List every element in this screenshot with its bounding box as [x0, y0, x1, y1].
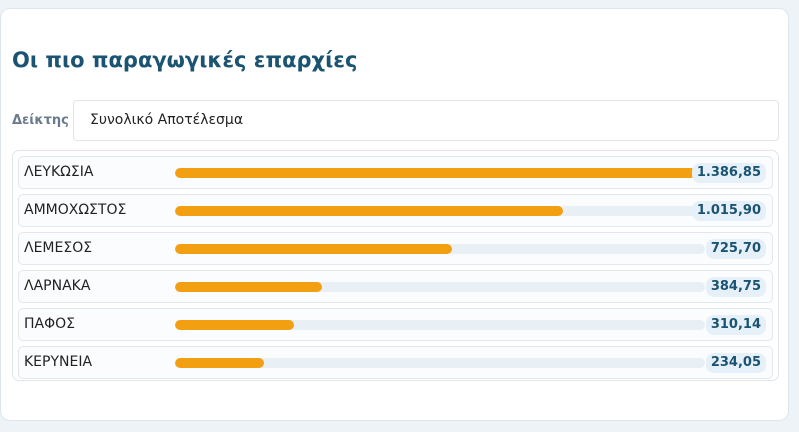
bar-track: [175, 168, 705, 178]
province-label: ΛΑΡΝΑΚΑ: [24, 278, 91, 294]
indicator-filter: Δείκτης Συνολικό Αποτέλεσμα: [12, 100, 779, 141]
province-row[interactable]: ΛΕΜΕΣΟΣ 725,70: [18, 232, 773, 265]
bar-track: [175, 244, 705, 254]
page-title: Οι πιο παραγωγικές επαρχίες: [12, 48, 358, 72]
bar-fill: [175, 244, 452, 254]
province-row[interactable]: ΚΕΡΥΝΕΙΑ 234,05: [18, 346, 773, 379]
province-row[interactable]: ΛΑΡΝΑΚΑ 384,75: [18, 270, 773, 303]
value-badge: 384,75: [705, 277, 766, 297]
bar-track: [175, 320, 705, 330]
bar-fill: [175, 282, 322, 292]
province-label: ΛΕΥΚΩΣΙΑ: [24, 164, 94, 180]
value-badge: 1.015,90: [691, 201, 766, 221]
province-label: ΚΕΡΥΝΕΙΑ: [24, 354, 93, 370]
province-label: ΑΜΜΟΧΩΣΤΟΣ: [24, 202, 127, 218]
value-badge: 310,14: [705, 315, 766, 335]
bar-track: [175, 282, 705, 292]
bar-fill: [175, 358, 264, 368]
value-badge: 1.386,85: [691, 163, 766, 183]
province-bar-list: ΛΕΥΚΩΣΙΑ 1.386,85 ΑΜΜΟΧΩΣΤΟΣ 1.015,90 ΛΕΜΕΣΟ…: [12, 150, 779, 381]
indicator-select[interactable]: Συνολικό Αποτέλεσμα: [73, 100, 779, 141]
province-label: ΛΕΜΕΣΟΣ: [24, 240, 93, 256]
province-label: ΠΑΦΟΣ: [24, 316, 75, 332]
provinces-card: Οι πιο παραγωγικές επαρχίες Δείκτης Συνο…: [0, 8, 789, 421]
province-row[interactable]: ΛΕΥΚΩΣΙΑ 1.386,85: [18, 156, 773, 189]
value-badge: 725,70: [705, 239, 766, 259]
bar-track: [175, 358, 705, 368]
value-badge: 234,05: [705, 353, 766, 373]
bar-fill: [175, 320, 294, 330]
bar-fill: [175, 206, 563, 216]
bar-track: [175, 206, 705, 216]
bar-fill: [175, 168, 705, 178]
province-row[interactable]: ΑΜΜΟΧΩΣΤΟΣ 1.015,90: [18, 194, 773, 227]
province-row[interactable]: ΠΑΦΟΣ 310,14: [18, 308, 773, 341]
indicator-label: Δείκτης: [12, 113, 69, 128]
